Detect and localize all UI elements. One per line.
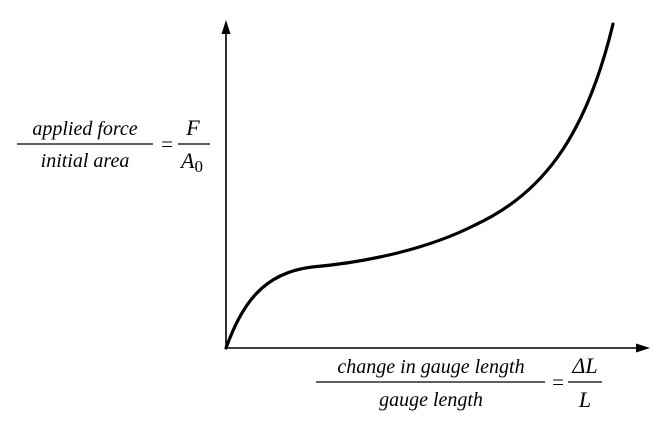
y-label-numerator: applied force [32, 118, 137, 140]
x-label-equals-sign: = [552, 370, 564, 394]
x-axis-label: change in gauge length gauge length = ΔL… [316, 353, 602, 412]
axes [225, 30, 640, 349]
y-label-equals-sign: = [161, 132, 173, 156]
y-label-denominator: initial area [41, 150, 130, 172]
stress-strain-curve [224, 22, 615, 350]
x-label-denominator: gauge length [379, 389, 483, 411]
x-label-numerator: change in gauge length [337, 356, 524, 378]
y-axis-arrowhead [221, 20, 231, 34]
y-label-symbol-numerator: F [185, 115, 200, 140]
y-label-symbol-denominator: A0 [179, 148, 203, 176]
y-label-symbol-subscript: 0 [194, 157, 203, 176]
y-label-symbol-A: A [179, 148, 195, 173]
x-axis-arrowhead [636, 343, 650, 353]
x-label-symbol-denominator: L [578, 387, 591, 412]
x-label-symbol-numerator: ΔL [571, 353, 597, 378]
y-axis-label: applied force initial area = F A0 [17, 115, 210, 176]
